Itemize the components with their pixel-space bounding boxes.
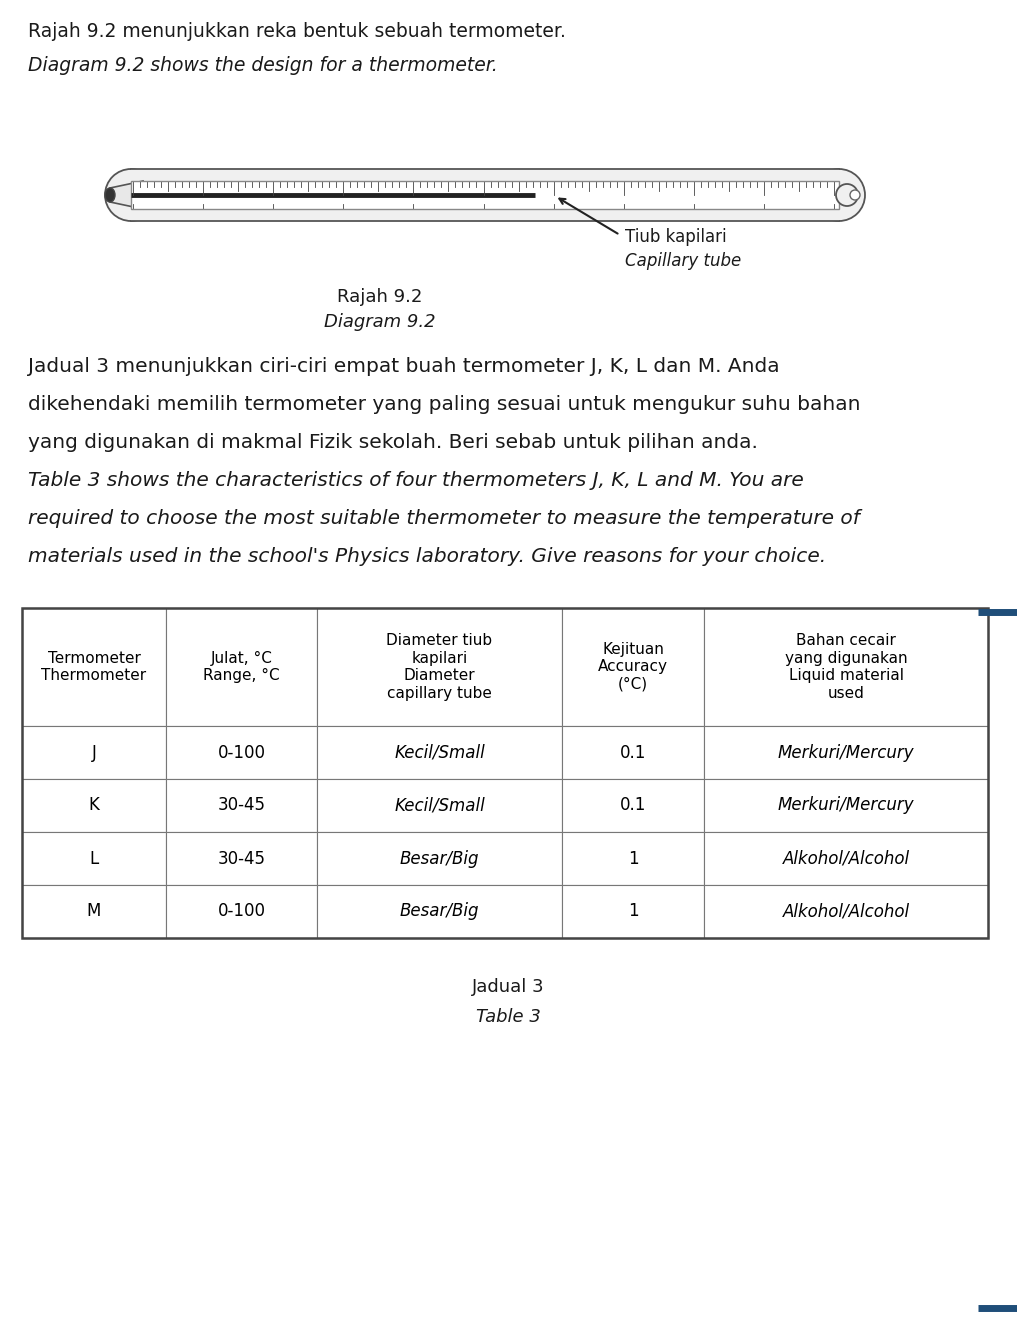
Text: Kejituan
Accuracy
(°C): Kejituan Accuracy (°C) [598, 642, 668, 692]
Bar [562, 779, 704, 833]
Bar [562, 608, 704, 726]
Text: Table 3 shows the characteristics of four thermometers J, K, L and M. You are: Table 3 shows the characteristics of fou… [28, 471, 803, 489]
Bar [562, 884, 704, 938]
Bar [704, 726, 988, 779]
Bar [704, 779, 988, 833]
Bar [131, 169, 839, 221]
Bar [22, 833, 166, 884]
Text: Table 3: Table 3 [476, 1008, 540, 1025]
Ellipse shape [105, 169, 157, 221]
Text: 30-45: 30-45 [218, 850, 265, 867]
Text: Kecil/Small: Kecil/Small [395, 743, 485, 762]
Polygon shape [110, 181, 143, 209]
Text: Besar/Big: Besar/Big [400, 903, 479, 920]
Text: J: J [92, 743, 97, 762]
Text: Alkohol/Alcohol: Alkohol/Alcohol [782, 903, 909, 920]
Bar [704, 608, 988, 726]
Text: Termometer
Thermometer: Termometer Thermometer [42, 650, 146, 684]
Text: required to choose the most suitable thermometer to measure the temperature of: required to choose the most suitable the… [28, 509, 860, 528]
Text: Diagram 9.2: Diagram 9.2 [324, 313, 436, 331]
Text: Besar/Big: Besar/Big [400, 850, 479, 867]
Bar [316, 779, 562, 833]
Bar [562, 833, 704, 884]
Text: Diagram 9.2 shows the design for a thermometer.: Diagram 9.2 shows the design for a therm… [28, 56, 497, 74]
Bar [316, 726, 562, 779]
Text: Capillary tube: Capillary tube [625, 251, 741, 270]
Bar [166, 833, 316, 884]
Bar [316, 884, 562, 938]
Bar [562, 726, 704, 779]
Bar [316, 833, 562, 884]
Text: dikehendaki memilih termometer yang paling sesuai untuk mengukur suhu bahan: dikehendaki memilih termometer yang pali… [28, 395, 860, 414]
Ellipse shape [105, 188, 115, 202]
Bar [22, 884, 166, 938]
Text: yang digunakan di makmal Fizik sekolah. Beri sebab untuk pilihan anda.: yang digunakan di makmal Fizik sekolah. … [28, 434, 758, 452]
Bar [131, 181, 839, 209]
Text: Jadual 3 menunjukkan ciri-ciri empat buah termometer J, K, L dan M. Anda: Jadual 3 menunjukkan ciri-ciri empat bua… [28, 356, 780, 376]
Text: Tiub kapilari: Tiub kapilari [625, 227, 726, 246]
Text: Julat, °C
Range, °C: Julat, °C Range, °C [203, 650, 280, 684]
Text: Jadual 3: Jadual 3 [472, 978, 544, 996]
Text: 0.1: 0.1 [620, 797, 647, 814]
Bar [22, 608, 988, 938]
Text: L: L [89, 850, 99, 867]
Text: Alkohol/Alcohol: Alkohol/Alcohol [782, 850, 909, 867]
Bar [704, 833, 988, 884]
Text: 1: 1 [627, 850, 639, 867]
Text: Bahan cecair
yang digunakan
Liquid material
used: Bahan cecair yang digunakan Liquid mater… [785, 633, 907, 701]
Text: 0-100: 0-100 [218, 743, 265, 762]
Bar [166, 608, 316, 726]
Text: 0-100: 0-100 [218, 903, 265, 920]
Text: 1: 1 [627, 903, 639, 920]
Bar [22, 726, 166, 779]
Text: Diameter tiub
kapilari
Diameter
capillary tube: Diameter tiub kapilari Diameter capillar… [386, 633, 492, 701]
Text: Rajah 9.2 menunjukkan reka bentuk sebuah termometer.: Rajah 9.2 menunjukkan reka bentuk sebuah… [28, 23, 565, 41]
Bar [166, 884, 316, 938]
Bar [22, 779, 166, 833]
Text: K: K [88, 797, 100, 814]
Text: 0.1: 0.1 [620, 743, 647, 762]
Ellipse shape [836, 184, 858, 206]
Text: Kecil/Small: Kecil/Small [395, 797, 485, 814]
Bar [22, 608, 166, 726]
Ellipse shape [813, 169, 865, 221]
Text: Rajah 9.2: Rajah 9.2 [338, 289, 423, 306]
Text: M: M [86, 903, 102, 920]
Text: materials used in the school's Physics laboratory. Give reasons for your choice.: materials used in the school's Physics l… [28, 547, 826, 567]
Bar [704, 884, 988, 938]
Text: Merkuri/Mercury: Merkuri/Mercury [778, 743, 914, 762]
Bar [166, 779, 316, 833]
Bar [316, 608, 562, 726]
Ellipse shape [850, 190, 860, 200]
Text: Merkuri/Mercury: Merkuri/Mercury [778, 797, 914, 814]
Bar [166, 726, 316, 779]
Text: 30-45: 30-45 [218, 797, 265, 814]
